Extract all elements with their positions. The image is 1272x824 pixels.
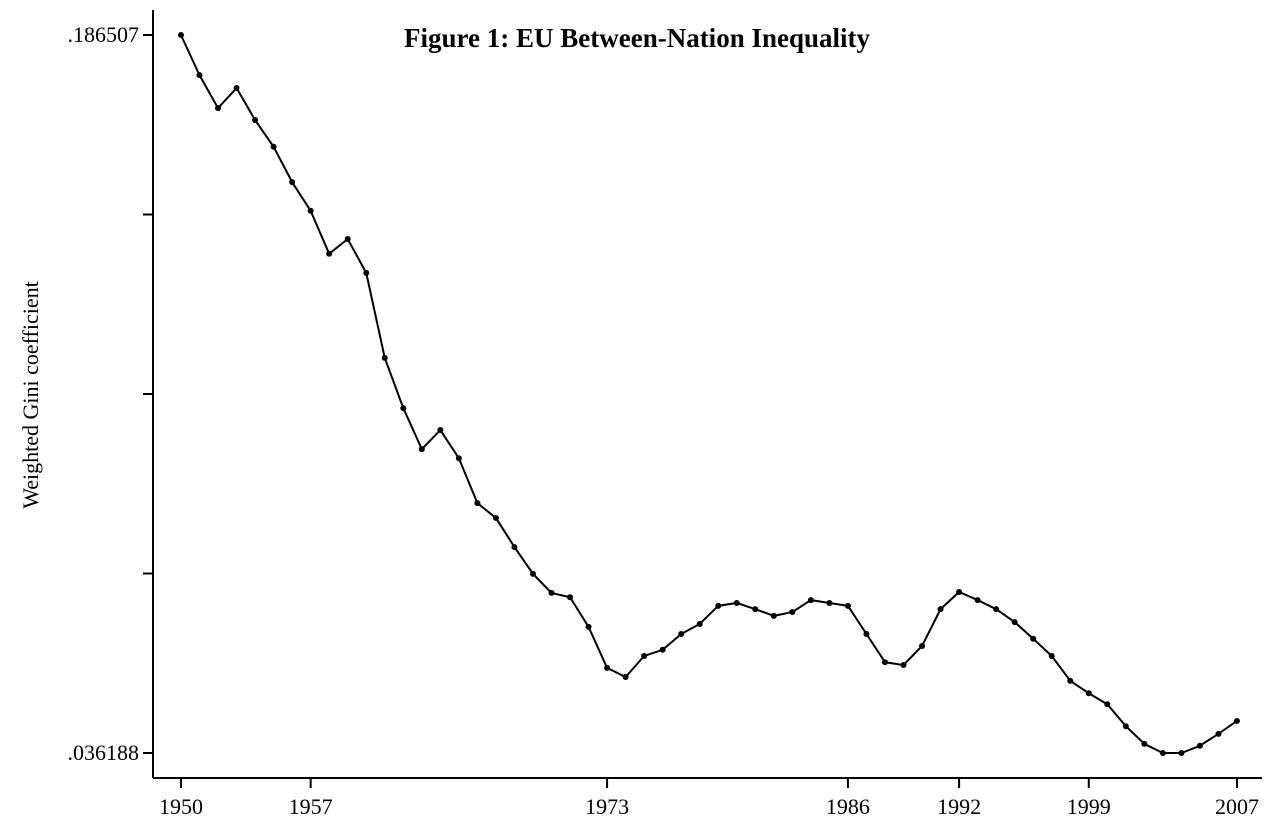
data-point [177,32,184,39]
data-point [196,72,203,79]
data-point [622,673,629,680]
data-point [937,606,944,613]
x-tick-label: 1999 [1067,794,1111,819]
data-point [807,597,814,604]
chart-title: Figure 1: EU Between-Nation Inequality [404,23,870,53]
y-tick-label: .036188 [68,740,140,765]
y-axis-label: Weighted Gini coefficient [18,281,43,509]
data-point [585,623,592,630]
data-point [1067,677,1074,684]
x-tick-label: 1957 [289,794,333,819]
data-point [529,570,536,577]
data-point [455,455,462,462]
data-point [844,602,851,609]
data-point [474,500,481,507]
data-point [1011,619,1018,626]
data-point [344,235,351,242]
data-point [400,405,407,412]
data-point [770,612,777,619]
data-point [659,646,666,653]
x-tick-label: 1973 [585,794,629,819]
series-line [180,34,1238,754]
data-point [252,117,259,124]
data-point [437,427,444,434]
data-point [1141,740,1148,747]
data-point [1215,730,1222,737]
data-point [270,143,277,150]
data-point [789,609,796,616]
x-tick-label: 2007 [1215,794,1259,819]
data-point [548,589,555,596]
data-point [1085,690,1092,697]
data-point [492,514,499,521]
data-point [1178,749,1185,756]
y-tick-label: .186507 [68,22,140,47]
x-tick-label: 1950 [159,794,203,819]
data-point [900,662,907,669]
data-point [289,179,296,186]
data-point [641,652,648,659]
data-point [715,602,722,609]
data-point [1233,717,1240,724]
data-point [881,659,888,666]
data-point [1159,749,1166,756]
data-point [863,631,870,638]
data-point [215,105,222,112]
data-point [1030,635,1037,642]
data-point [604,664,611,671]
data-point [1104,701,1111,708]
data-point [1196,742,1203,749]
x-tick-label: 1986 [826,794,870,819]
data-point [696,620,703,627]
data-point [511,544,518,551]
data-point [826,599,833,606]
data-point [752,606,759,613]
data-point [567,594,574,601]
data-point [326,250,333,257]
x-tick-label: 1992 [937,794,981,819]
data-point [381,354,388,361]
data-point [363,269,370,276]
data-point [1048,652,1055,659]
data-point [1122,723,1129,730]
data-point [919,642,926,649]
data-point [233,85,240,92]
data-point [993,606,1000,613]
data-point [733,599,740,606]
data-point [307,207,314,214]
data-point [956,588,963,595]
data-point [678,631,685,638]
data-point [418,446,425,453]
data-point [974,597,981,604]
